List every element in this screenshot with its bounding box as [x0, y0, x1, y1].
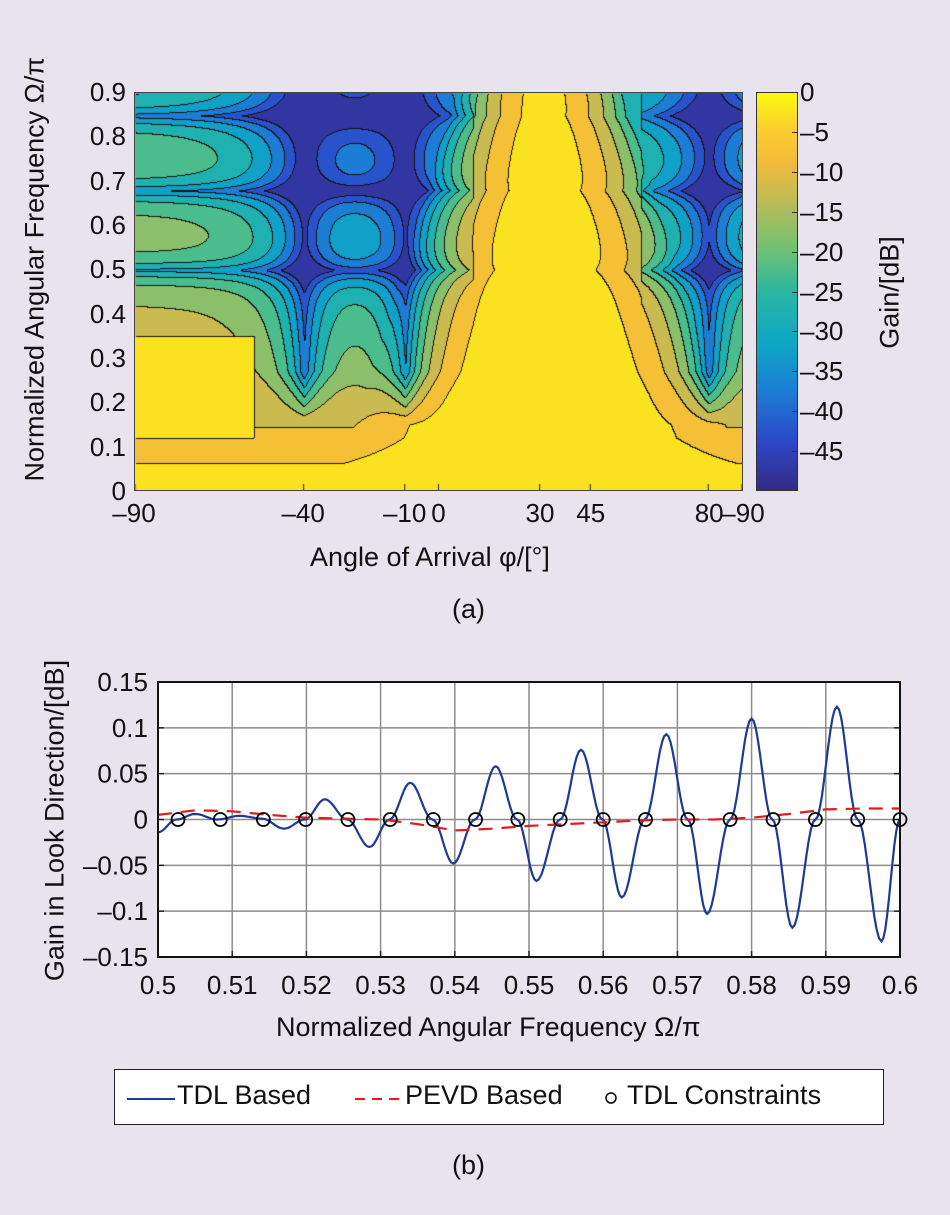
- plot-a-xtick: –40: [281, 498, 325, 528]
- plot-b-xtick: 0.55: [504, 970, 555, 1000]
- colorbar-tick-mark: [792, 92, 798, 93]
- plot-a-ytick: 0.3: [89, 343, 126, 373]
- plot-b-ytick: –0.1: [97, 896, 148, 926]
- tdl-constraint-marker: [468, 812, 483, 827]
- plot-a-xtick: 30: [525, 498, 555, 528]
- plot-b-legend: TDL Based PEVD Based TDL Constraints: [114, 1069, 884, 1125]
- colorbar-tick-mark: [792, 171, 798, 173]
- tdl-constraint-marker: [638, 812, 653, 827]
- legend-pevd-swatch: [355, 1098, 403, 1100]
- plot-a-xtick: 0: [431, 498, 446, 528]
- caption-a: (a): [452, 594, 485, 624]
- colorbar-tick: –45: [800, 436, 844, 467]
- plot-a-ytick: 0.7: [89, 165, 126, 196]
- plot-b-ytick: 0.15: [97, 667, 148, 697]
- tdl-constraint-marker: [255, 812, 271, 827]
- tdl-constraint-marker: [722, 812, 738, 827]
- plot-b-ytick: –0.15: [83, 942, 148, 972]
- colorbar-tick-mark: [792, 451, 798, 453]
- tdl-constraint-marker: [170, 812, 186, 827]
- colorbar-tick: 0: [800, 77, 815, 107]
- plot-a-xtick: 80: [694, 498, 724, 528]
- plot-a-ytick: 0: [111, 476, 126, 506]
- plot-b-xtick: 0.58: [726, 970, 777, 1000]
- colorbar-tick: –40: [800, 396, 844, 427]
- colorbar-tick-mark: [792, 331, 798, 333]
- colorbar-tick-mark: [792, 251, 798, 253]
- colorbar-tick: –25: [800, 276, 844, 307]
- plot-a-contour: [134, 92, 743, 491]
- plot-b-ytick: 0: [134, 805, 148, 835]
- legend-tdl-swatch: [127, 1098, 175, 1100]
- plot-b-ytick: 0.1: [112, 713, 148, 743]
- plot-b-xtick: 0.56: [578, 970, 629, 1000]
- plot-b-ytick: –0.05: [83, 850, 148, 880]
- tdl-constraint-marker: [552, 812, 568, 827]
- colorbar-tick-mark: [792, 131, 798, 133]
- colorbar-tick: –5: [800, 116, 829, 147]
- plot-a-ytick: 0.6: [89, 210, 126, 240]
- colorbar-tick: –30: [800, 316, 844, 347]
- plot-b-xtick: 0.6: [882, 970, 918, 1000]
- plot-b-xtick: 0.53: [355, 970, 406, 1000]
- plot-a-xtick: –10: [382, 498, 427, 528]
- plot-b-frame: [157, 681, 901, 958]
- contour-canvas: [135, 93, 742, 490]
- tdl-based-line: [157, 705, 901, 944]
- colorbar-tick-mark: [792, 371, 798, 373]
- plot-a-ytick: 0.5: [89, 254, 126, 285]
- legend-constraints-label: TDL Constraints: [627, 1080, 822, 1110]
- colorbar-tick: –35: [800, 356, 844, 387]
- plot-a-xtick: –90: [112, 498, 156, 528]
- legend-constraints-swatch: [605, 1092, 617, 1104]
- plot-b-xlabel: Normalized Angular Frequency Ω/π: [276, 1012, 701, 1042]
- plot-b-xtick: 0.57: [652, 970, 703, 1000]
- caption-b: (b): [452, 1150, 485, 1180]
- colorbar-tick-mark: [792, 211, 798, 213]
- colorbar-tick: –20: [800, 236, 844, 267]
- tdl-constraint-marker: [808, 812, 823, 827]
- tdl-constraint-marker: [425, 812, 441, 827]
- plot-a-ytick: 0.2: [89, 387, 126, 418]
- tdl-constraint-marker: [298, 812, 314, 827]
- plot-b-xtick: 0.52: [281, 970, 332, 1000]
- plot-b-xtick: 0.54: [429, 970, 480, 1000]
- plot-a-xtick: –90: [721, 498, 765, 528]
- colorbar-tick: –15: [800, 196, 844, 227]
- tdl-constraint-marker: [595, 812, 611, 827]
- tdl-constraint-marker: [340, 812, 356, 827]
- plot-b-xtick: 0.51: [207, 970, 258, 1000]
- plot-b-xtick: 0.5: [140, 970, 176, 1000]
- colorbar-tick: –10: [800, 156, 844, 187]
- tdl-constraint-marker: [510, 812, 526, 827]
- legend-tdl-label: TDL Based: [177, 1080, 312, 1110]
- colorbar-tick-mark: [792, 411, 798, 413]
- plot-b-ytick: 0.05: [97, 759, 148, 789]
- colorbar: [756, 92, 798, 491]
- tdl-constraint-marker: [212, 812, 228, 827]
- plot-a-ytick: 0.1: [89, 431, 126, 462]
- tdl-constraint-marker: [765, 812, 781, 827]
- plot-a-xlabel: Angle of Arrival φ/[°]: [310, 542, 550, 572]
- plot-a-ytick: 0.4: [89, 298, 126, 329]
- legend-pevd-label: PEVD Based: [405, 1080, 563, 1110]
- tdl-constraint-marker: [382, 812, 398, 827]
- tdl-constraint-marker: [850, 812, 866, 827]
- plot-a-ytick: 0.9: [89, 77, 126, 107]
- plot-b-xtick: 0.59: [800, 970, 851, 1000]
- pevd-based-line: [157, 807, 900, 832]
- colorbar-tick-mark: [792, 291, 798, 293]
- tdl-constraint-marker: [680, 812, 696, 827]
- plot-a-xtick: 45: [576, 498, 606, 528]
- plot-a-ytick: 0.8: [89, 121, 126, 152]
